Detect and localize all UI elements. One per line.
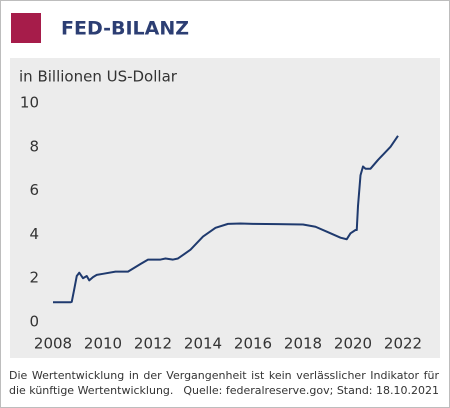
x-tick-label: 2016 xyxy=(234,335,272,353)
chart-title: FED-BILANZ xyxy=(61,18,189,40)
y-tick-label: 2 xyxy=(29,269,39,287)
y-tick-label: 4 xyxy=(29,225,39,243)
x-tick-label: 2010 xyxy=(84,335,122,353)
data-line xyxy=(53,135,399,304)
x-tick-label: 2008 xyxy=(34,335,72,353)
y-tick-label: 8 xyxy=(29,137,39,155)
y-tick-label: 6 xyxy=(29,181,39,199)
x-tick-label: 2020 xyxy=(334,335,372,353)
chart: FED-BILANZ in Billionen US-Dollar 0 2 4 6 8 1… xyxy=(10,13,440,358)
x-tick-label: 2018 xyxy=(284,335,322,353)
y-tick-label: 10 xyxy=(20,94,39,112)
x-tick-label: 2012 xyxy=(134,335,172,353)
y-tick-label: 0 xyxy=(29,313,39,331)
source: Quelle: federalreserve.gov; Stand: 18.10… xyxy=(179,383,439,398)
disclaimer: Die Wertentwicklung in der Vergangenheit… xyxy=(9,369,439,397)
title-marker xyxy=(11,13,41,43)
plot-panel xyxy=(10,58,440,358)
x-tick-label: 2022 xyxy=(384,335,422,353)
y-axis-label: in Billionen US-Dollar xyxy=(19,68,178,86)
x-tick-label: 2014 xyxy=(184,335,222,353)
